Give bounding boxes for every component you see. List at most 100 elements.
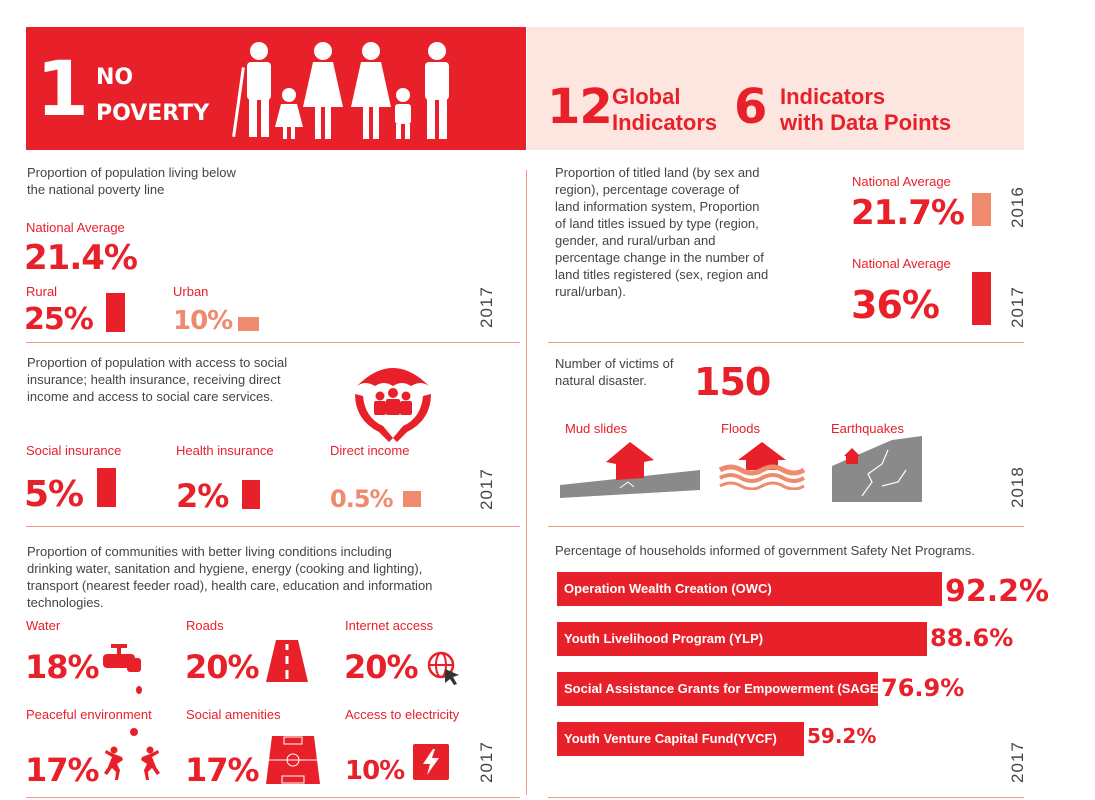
global-label-line2: Indicators — [612, 110, 718, 135]
earthquakes-label: Earthquakes — [831, 421, 904, 436]
mud-slide-icon — [560, 442, 700, 498]
data-label-line2: with Data Points — [780, 110, 952, 135]
global-label-line1: Global — [612, 84, 681, 109]
poverty-rural-value: 25% — [24, 302, 94, 337]
safety-net-year: 2017 — [1008, 741, 1027, 783]
divider-left-2 — [26, 526, 520, 527]
global-count: 12 — [547, 79, 613, 135]
divider-right-3 — [548, 797, 1024, 798]
mud-slides-label: Mud slides — [565, 421, 628, 436]
social-insurance-bar — [97, 468, 116, 507]
program-value: 59.2% — [807, 724, 877, 748]
earthquake-icon — [832, 436, 922, 502]
umbrella-hands-icon — [355, 368, 431, 442]
land-line: Proportion of titled land (by sex and — [555, 165, 760, 180]
social-line: Proportion of population with access to … — [27, 355, 288, 370]
disaster-title-line2: natural disaster. — [555, 373, 647, 388]
divider-right-2 — [548, 526, 1024, 527]
land-line: rural/urban). — [555, 284, 626, 299]
divider-right-1 — [548, 342, 1024, 343]
land-line: gender, and rural/urban and — [555, 233, 716, 248]
urban-bar — [238, 317, 259, 331]
direct-income-value: 0.5% — [330, 485, 394, 513]
land-avg2-bar — [972, 272, 991, 325]
social-amenities-value: 17% — [185, 751, 260, 789]
water-value: 18% — [25, 648, 100, 686]
social-year: 2017 — [477, 468, 496, 510]
communities-line: transport (nearest feeder road), health … — [27, 578, 433, 593]
flood-icon — [718, 442, 806, 490]
rural-bar — [106, 293, 125, 332]
program-bar: Social Assistance Grants for Empowerment… — [557, 672, 883, 706]
poverty-rural-label: Rural — [26, 284, 58, 299]
program-bar: Youth Venture Capital Fund(YVCF) — [557, 722, 804, 756]
land-line: region), percentage coverage of — [555, 182, 740, 197]
social-line: income and access to social care service… — [27, 389, 274, 404]
internet-value: 20% — [344, 648, 419, 686]
divider-left-1 — [26, 342, 520, 343]
data-count: 6 — [734, 79, 767, 135]
data-label-line1: Indicators — [780, 84, 886, 109]
communities-line: drinking water, sanitation and hygiene, … — [27, 561, 423, 576]
water-tap-icon — [103, 644, 142, 694]
land-avg1-label: National Average — [852, 174, 951, 189]
direct-income-label: Direct income — [330, 443, 410, 458]
poverty-national-value: 21.4% — [24, 238, 138, 278]
poverty-national-label: National Average — [26, 220, 125, 235]
peaceful-label: Peaceful environment — [26, 707, 152, 722]
social-line: insurance; health insurance, receiving d… — [27, 372, 281, 387]
land-avg2-year: 2017 — [1008, 286, 1027, 328]
roads-value: 20% — [185, 648, 260, 686]
water-label: Water — [26, 618, 61, 633]
poverty-year: 2017 — [477, 286, 496, 328]
program-value: 92.2% — [945, 574, 1050, 609]
land-line: percentage change in the number of — [555, 250, 764, 265]
program-bar: Operation Wealth Creation (OWC) — [557, 572, 942, 606]
goal-title-line2: POVERTY — [96, 101, 210, 126]
goal-banner: 1 NO POVERTY — [26, 27, 526, 150]
disaster-year: 2018 — [1008, 466, 1027, 508]
safety-net-title: Percentage of households informed of gov… — [555, 543, 975, 558]
disaster-value: 150 — [694, 360, 771, 404]
health-insurance-label: Health insurance — [176, 443, 274, 458]
electricity-value: 10% — [345, 756, 405, 786]
health-insurance-value: 2% — [176, 477, 229, 515]
divider-left-3 — [26, 797, 520, 798]
land-avg1-bar — [972, 193, 991, 226]
social-insurance-value: 5% — [24, 474, 84, 515]
land-description: Proportion of titled land (by sex and re… — [555, 164, 805, 300]
social-description: Proportion of population with access to … — [27, 354, 287, 405]
internet-label: Internet access — [345, 618, 434, 633]
program-bar: Youth Livelihood Program (YLP) — [557, 622, 927, 656]
land-avg1-year: 2016 — [1008, 186, 1027, 228]
land-avg2-label: National Average — [852, 256, 951, 271]
goal-number: 1 — [36, 44, 89, 133]
land-line: of land titles issued by type (region, — [555, 216, 759, 231]
land-avg2-value: 36% — [851, 283, 940, 327]
land-line: land titles registered (sex, region and — [555, 267, 769, 282]
playing-children-icon — [104, 728, 160, 780]
roads-label: Roads — [186, 618, 224, 633]
social-amenities-label: Social amenities — [186, 707, 281, 722]
electricity-icon — [413, 744, 449, 780]
communities-year: 2017 — [477, 741, 496, 783]
playing-field-icon — [266, 736, 320, 784]
poverty-title-line1: Proportion of population living below — [27, 165, 236, 180]
communities-description: Proportion of communities with better li… — [27, 543, 432, 611]
land-line: land information system, Proportion — [555, 199, 760, 214]
land-avg1-value: 21.7% — [851, 193, 965, 233]
poverty-title-line2: the national poverty line — [27, 182, 165, 197]
communities-line: Proportion of communities with better li… — [27, 544, 392, 559]
peaceful-value: 17% — [25, 751, 100, 789]
goal-title-line1: NO — [96, 65, 134, 90]
globe-cursor-icon — [427, 651, 459, 685]
electricity-label: Access to electricity — [345, 707, 460, 722]
disaster-title-line1: Number of victims of — [555, 356, 674, 371]
poverty-urban-label: Urban — [173, 284, 209, 299]
road-icon — [266, 640, 308, 682]
direct-income-bar — [403, 491, 421, 507]
center-divider — [526, 170, 527, 795]
family-icon — [232, 42, 449, 139]
program-value: 76.9% — [881, 674, 965, 702]
health-insurance-bar — [242, 480, 260, 509]
